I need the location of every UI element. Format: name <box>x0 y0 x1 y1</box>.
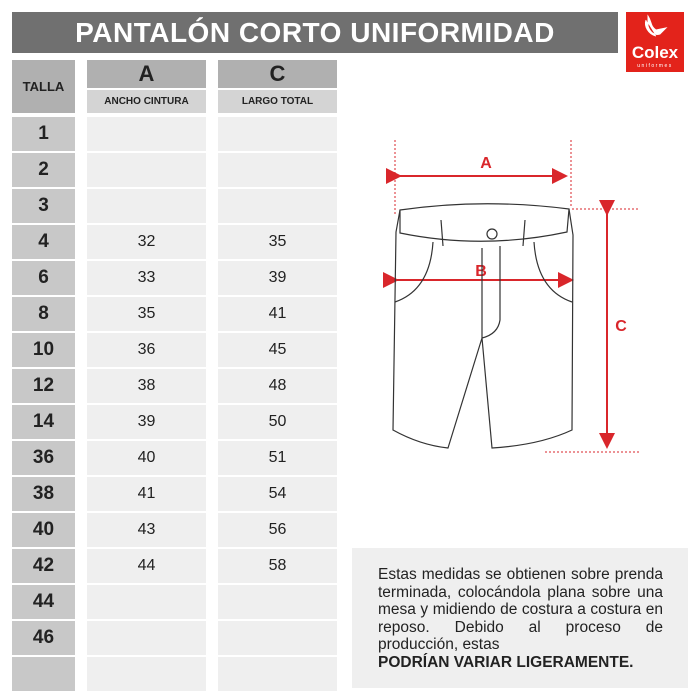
largo-total-cell: 48 <box>218 369 337 403</box>
ancho-cintura-cell: 43 <box>87 513 206 547</box>
ancho-cintura-cell <box>87 189 206 223</box>
logo-subtitle: uniformes <box>637 63 673 69</box>
shorts-outline <box>392 203 574 449</box>
largo-total-cell: 35 <box>218 225 337 259</box>
ancho-cintura-cell: 44 <box>87 549 206 583</box>
size-cell: 38 <box>12 477 75 511</box>
ancho-cintura-cell: 32 <box>87 225 206 259</box>
ancho-cintura-cell <box>87 585 206 619</box>
size-cell: 4 <box>12 225 75 259</box>
largo-total-cell: 50 <box>218 405 337 439</box>
column-c-letter: C <box>218 60 337 88</box>
measurement-note: Estas medidas se obtienen sobre prenda t… <box>352 548 688 688</box>
size-cell: 14 <box>12 405 75 439</box>
ancho-cintura-cell <box>87 621 206 655</box>
largo-total-cell <box>218 657 337 691</box>
largo-total-cell <box>218 117 337 151</box>
size-cell: 3 <box>12 189 75 223</box>
colex-logo: Colex uniformes <box>626 12 684 72</box>
column-c-label: LARGO TOTAL <box>218 90 337 113</box>
bird-icon <box>645 14 668 37</box>
largo-total-cell: 41 <box>218 297 337 331</box>
ancho-cintura-cell: 35 <box>87 297 206 331</box>
size-cell: 10 <box>12 333 75 367</box>
label-b: B <box>475 263 487 280</box>
largo-total-cell: 51 <box>218 441 337 475</box>
size-cell: 44 <box>12 585 75 619</box>
size-cell: 36 <box>12 441 75 475</box>
size-cell: 6 <box>12 261 75 295</box>
largo-total-cell <box>218 153 337 187</box>
talla-header: TALLA <box>12 60 75 113</box>
size-cell: 12 <box>12 369 75 403</box>
logo-name: Colex <box>631 43 679 62</box>
ancho-cintura-cell: 38 <box>87 369 206 403</box>
ancho-cintura-cell <box>87 117 206 151</box>
size-cell: 2 <box>12 153 75 187</box>
note-text: Estas medidas se obtienen sobre prenda t… <box>378 566 663 653</box>
label-c: C <box>615 318 627 335</box>
ancho-cintura-cell: 39 <box>87 405 206 439</box>
ancho-cintura-cell: 33 <box>87 261 206 295</box>
ancho-cintura-cell: 41 <box>87 477 206 511</box>
ancho-cintura-cell <box>87 153 206 187</box>
size-cell: 46 <box>12 621 75 655</box>
size-cell: 42 <box>12 549 75 583</box>
page-title: PANTALÓN CORTO UNIFORMIDAD <box>12 12 618 53</box>
largo-total-cell: 39 <box>218 261 337 295</box>
label-a: A <box>480 155 492 172</box>
largo-total-cell: 54 <box>218 477 337 511</box>
largo-total-cell: 45 <box>218 333 337 367</box>
largo-total-cell <box>218 585 337 619</box>
size-cell: 8 <box>12 297 75 331</box>
ancho-cintura-cell: 40 <box>87 441 206 475</box>
size-cell: 1 <box>12 117 75 151</box>
largo-total-cell: 58 <box>218 549 337 583</box>
size-cell <box>12 657 75 691</box>
size-cell: 40 <box>12 513 75 547</box>
largo-total-cell: 56 <box>218 513 337 547</box>
note-warning: PODRÍAN VARIAR LIGERAMENTE. <box>378 653 634 671</box>
ancho-cintura-cell: 36 <box>87 333 206 367</box>
column-a-label: ANCHO CINTURA <box>87 90 206 113</box>
largo-total-cell <box>218 621 337 655</box>
largo-total-cell <box>218 189 337 223</box>
column-a-letter: A <box>87 60 206 88</box>
ancho-cintura-cell <box>87 657 206 691</box>
